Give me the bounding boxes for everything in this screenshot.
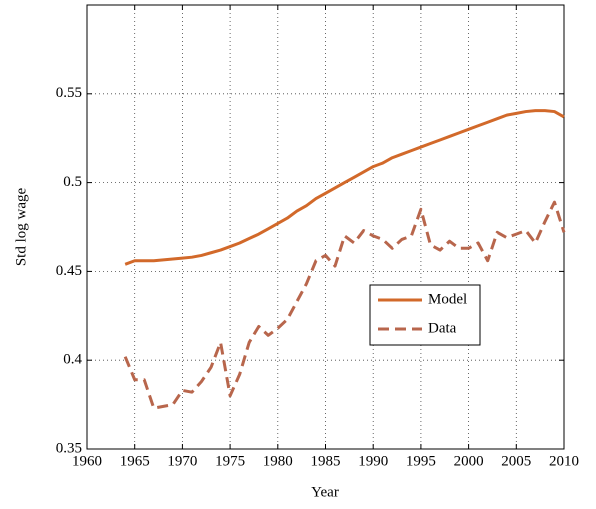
series-line — [123, 200, 566, 410]
x-tick-label: 1980 — [263, 453, 293, 469]
x-tick-label: 2010 — [549, 453, 579, 469]
x-tick-label: 1960 — [72, 453, 102, 469]
y-tick-label: 0.35 — [56, 440, 82, 456]
x-tick-label: 2000 — [454, 453, 484, 469]
y-axis-label: Std log wage — [13, 187, 29, 266]
x-tick-label: 1995 — [406, 453, 436, 469]
plot-area — [87, 5, 564, 449]
legend: Model Data — [369, 284, 481, 346]
legend-label: Data — [428, 320, 457, 336]
series-line — [124, 109, 565, 266]
y-tick-label: 0.45 — [56, 263, 82, 279]
x-tick-label: 1970 — [167, 453, 197, 469]
x-axis-label: Year — [311, 484, 339, 500]
x-tick-label: 1990 — [358, 453, 388, 469]
x-tick-label: 1975 — [215, 453, 245, 469]
legend-label: Model — [428, 291, 467, 307]
y-tick-label: 0.4 — [63, 352, 82, 368]
plot-frame — [86, 4, 565, 450]
y-tick-label: 0.5 — [63, 174, 82, 190]
x-tick-label: 2005 — [501, 453, 531, 469]
y-tick-label: 0.55 — [56, 85, 82, 101]
x-tick-label: 1985 — [311, 453, 341, 469]
x-tick-label: 1965 — [120, 453, 150, 469]
legend-box — [369, 284, 481, 346]
